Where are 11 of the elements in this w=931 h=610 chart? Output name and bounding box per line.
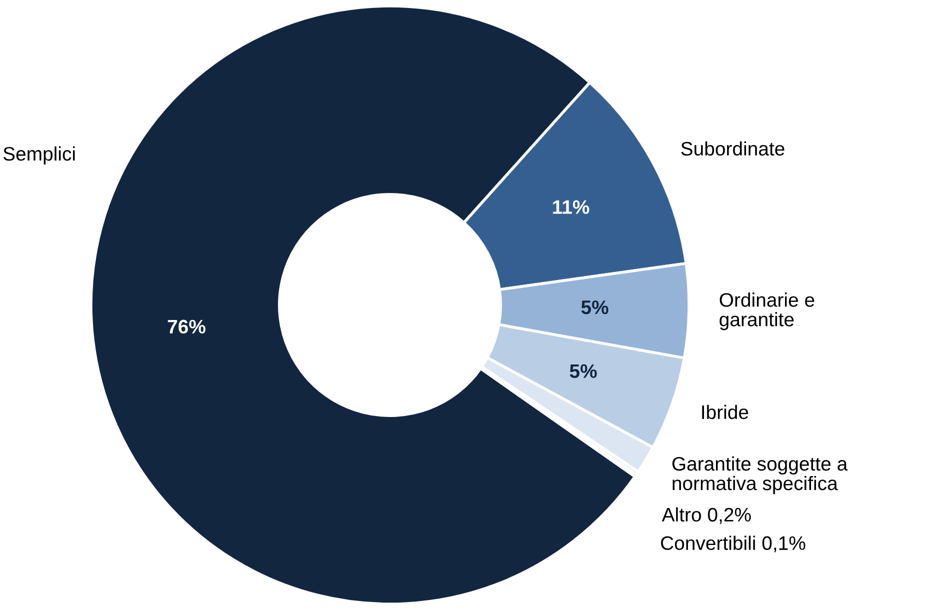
data-label: 5% xyxy=(581,300,608,314)
slice-label: Altro 0,2% xyxy=(662,507,751,524)
data-label: 5% xyxy=(570,364,597,378)
data-label: 11% xyxy=(553,200,590,214)
slice-label: Ibride xyxy=(702,404,748,420)
slice-label: Convertibili 0,1% xyxy=(661,536,806,552)
slice-label: Subordinate xyxy=(681,141,784,156)
slice-label: Semplici xyxy=(3,146,75,165)
data-label: 76% xyxy=(168,320,206,334)
slice-label: Garantite soggette a normativa specifica xyxy=(672,456,848,494)
slice-label: Ordinarie e garantite xyxy=(720,292,814,330)
